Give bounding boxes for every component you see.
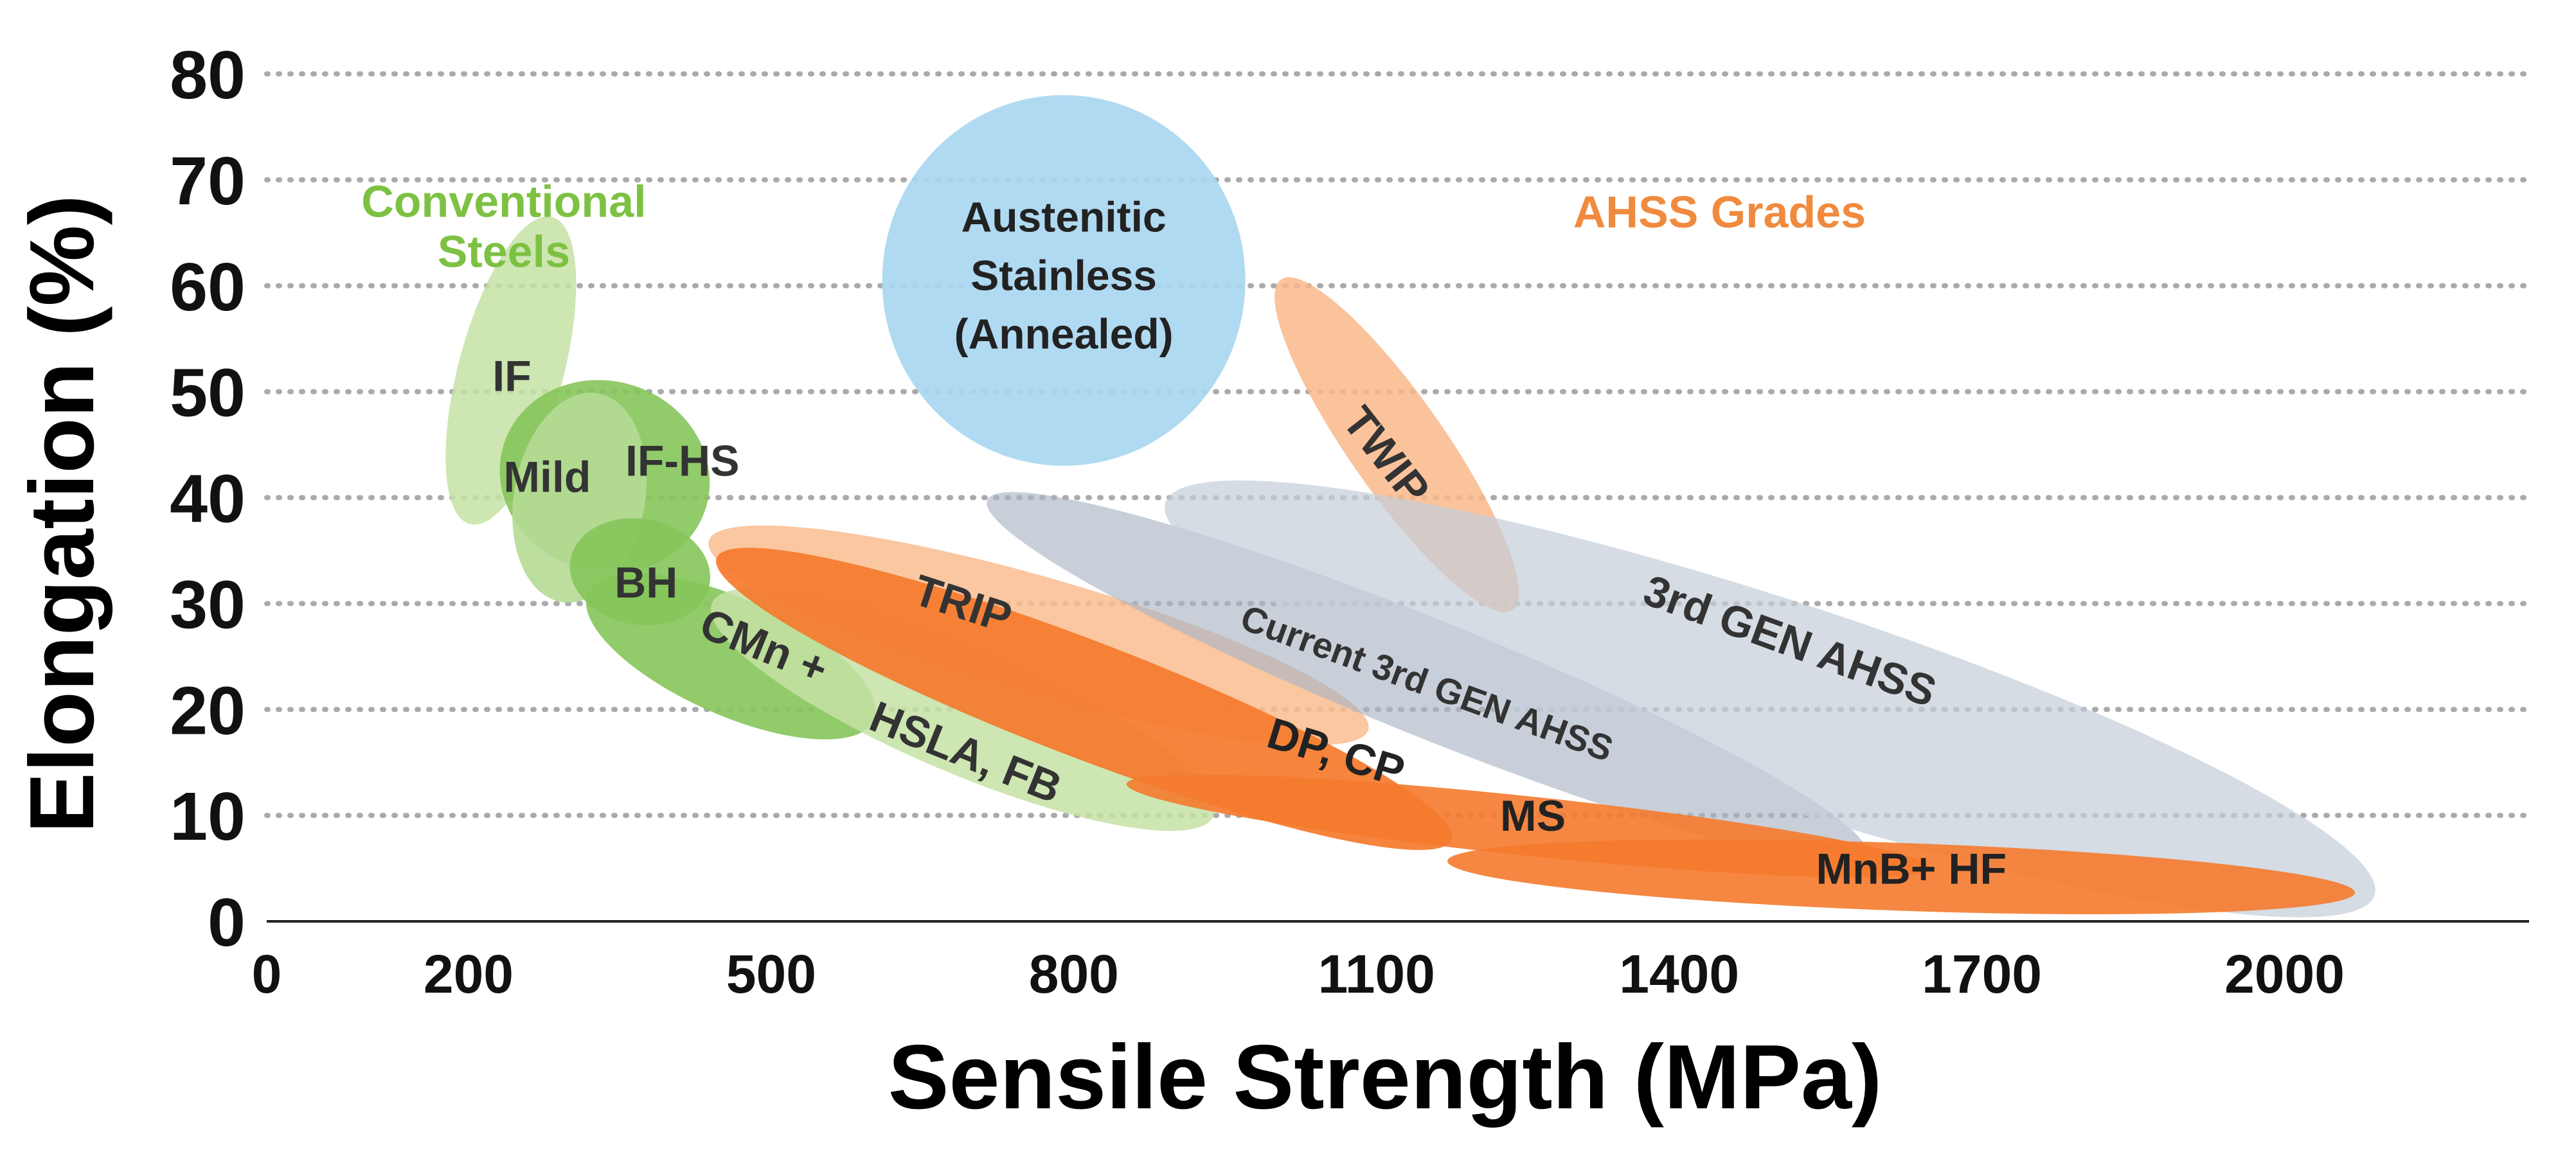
region-current-3rd-gen-ahss (987, 492, 1868, 864)
y-tick-60: 60 (170, 249, 246, 325)
x-tick-500: 500 (726, 944, 816, 1004)
label-mnb-hf: MnB+ HF (1816, 844, 2007, 893)
x-axis-title: Sensile Strength (MPa) (888, 1026, 1882, 1128)
label-mild: Mild (503, 452, 591, 501)
y-tick-30: 30 (170, 567, 246, 643)
x-tick-0: 0 (252, 944, 282, 1004)
steel-regions (445, 94, 2375, 917)
group-label-conventional-steels: Conventional Steels (361, 177, 646, 277)
x-tick-2000: 2000 (2224, 944, 2345, 1004)
y-tick-20: 20 (170, 673, 246, 749)
group-labels: Conventional Steels AHSS Grades (361, 177, 1866, 277)
group-label-ahss-grades: AHSS Grades (1573, 187, 1866, 237)
label-bh: BH (614, 558, 677, 607)
x-tick-1700: 1700 (1922, 944, 2042, 1004)
y-tick-labels: 0 10 20 30 40 50 60 70 80 (170, 37, 246, 961)
label-ms: MS (1500, 792, 1566, 840)
x-tick-1100: 1100 (1318, 944, 1435, 1004)
x-tick-1400: 1400 (1619, 944, 1739, 1004)
region-dp-cp (716, 547, 1452, 850)
region-mnb-hf (1447, 839, 2355, 914)
label-if-hs: IF-HS (625, 437, 740, 486)
label-austenitic-stainless-annealed: Austenitic Stainless (Annealed) (954, 193, 1174, 357)
x-tick-800: 800 (1029, 944, 1119, 1004)
y-tick-0: 0 (208, 885, 246, 961)
y-tick-10: 10 (170, 779, 246, 855)
label-if: IF (492, 352, 531, 401)
y-tick-50: 50 (170, 355, 246, 431)
region-austenitic-stainless-annealed (882, 94, 1246, 466)
region-3rd-gen-ahss (1165, 480, 2375, 917)
y-axis-title: Elongation (%) (11, 195, 113, 833)
x-tick-labels: 0 200 500 800 1100 1400 1700 2000 (252, 944, 2345, 1004)
y-tick-80: 80 (170, 37, 246, 113)
x-tick-200: 200 (424, 944, 514, 1004)
y-tick-70: 70 (170, 143, 246, 219)
y-tick-40: 40 (170, 461, 246, 537)
region-if (445, 216, 577, 525)
